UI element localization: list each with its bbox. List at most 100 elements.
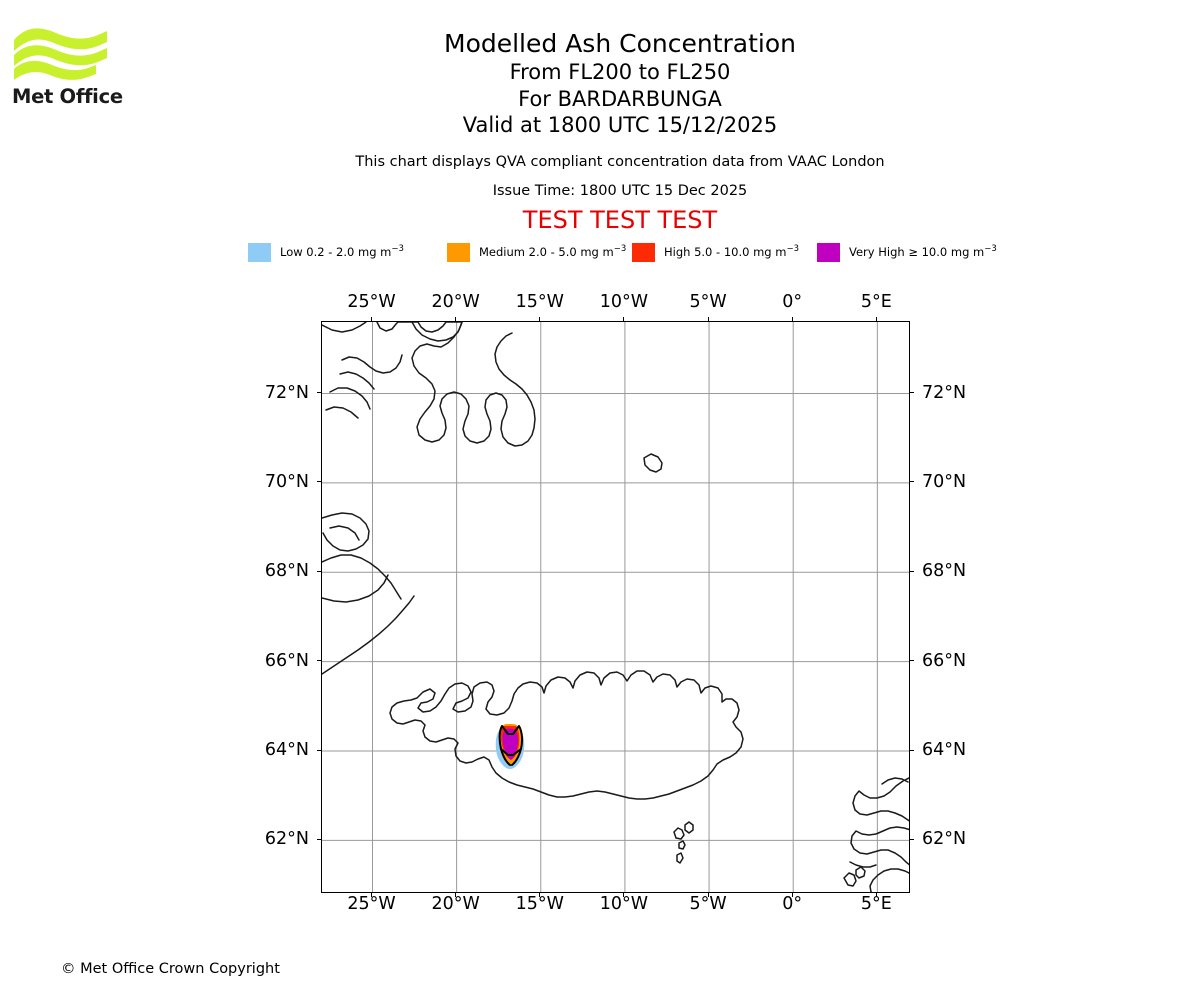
faroe-island-4 xyxy=(676,852,684,864)
lat-label-right-5: 62°N xyxy=(922,829,967,850)
iceland-coastline xyxy=(389,670,744,800)
greenland-south-bay xyxy=(322,574,389,603)
lon-tick-bottom-3 xyxy=(623,893,625,897)
ash-concentration-map[interactable] xyxy=(321,321,910,893)
lat-tick-left-0 xyxy=(317,392,321,393)
legend-item-very-high: Very High ≥ 10.0 mg m−3 xyxy=(817,241,997,263)
lon-label-bottom-3: 10°W xyxy=(599,894,649,914)
norway-coast-mid xyxy=(850,826,909,866)
legend-swatch-very-high xyxy=(817,242,840,262)
legend-item-low: Low 0.2 - 2.0 mg m−3 xyxy=(248,241,404,263)
legend-label-high: High 5.0 - 10.0 mg m−3 xyxy=(664,244,799,259)
lon-tick-top-3 xyxy=(623,317,625,321)
greenland-se-coast xyxy=(322,554,402,600)
met-office-logo: Met Office xyxy=(12,22,132,117)
legend-item-high: High 5.0 - 10.0 mg m−3 xyxy=(632,241,799,263)
greenland-fjord-4 xyxy=(325,406,359,419)
lat-tick-right-1 xyxy=(910,481,914,483)
lat-label-right-3: 66°N xyxy=(922,650,967,671)
lat-label-left-4: 64°N xyxy=(264,740,309,760)
norway-fjord-detail xyxy=(849,861,877,868)
title-valid-time: Valid at 1800 UTC 15/12/2025 xyxy=(462,113,778,137)
map-gridlines xyxy=(322,322,909,892)
lat-tick-left-4 xyxy=(317,749,321,751)
lat-tick-left-3 xyxy=(317,660,321,662)
norway-inland-detail xyxy=(881,777,909,785)
shetland-island xyxy=(843,872,857,887)
lon-label-top-0: 25°W xyxy=(347,292,396,312)
lon-label-bottom-4: 5°W xyxy=(689,894,727,914)
coastlines xyxy=(322,322,909,892)
legend-item-medium: Medium 2.0 - 5.0 mg m−3 xyxy=(447,241,626,263)
lon-label-bottom-1: 20°W xyxy=(431,894,480,914)
lat-tick-right-3 xyxy=(910,660,914,662)
concentration-legend: Low 0.2 - 2.0 mg m−3 Medium 2.0 - 5.0 mg… xyxy=(248,241,997,263)
lon-label-bottom-5: 0° xyxy=(782,894,803,914)
met-office-waves-logo xyxy=(12,22,112,84)
lon-label-bottom-2: 15°W xyxy=(515,894,564,914)
jan-mayen-island xyxy=(643,453,663,473)
legend-swatch-low xyxy=(248,242,271,262)
lon-tick-bottom-5 xyxy=(791,893,793,897)
lon-tick-top-5 xyxy=(791,317,793,321)
lon-tick-top-2 xyxy=(539,317,541,321)
lat-label-right-0: 72°N xyxy=(922,382,967,403)
greenland-fjord-1 xyxy=(341,354,403,374)
faroe-island-1 xyxy=(673,827,685,840)
lon-tick-top-6 xyxy=(875,317,877,321)
greenland-north-edge xyxy=(322,322,367,333)
greenland-east-coast xyxy=(376,322,536,447)
lon-tick-bottom-2 xyxy=(539,893,541,897)
issue-time: Issue Time: 1800 UTC 15 Dec 2025 xyxy=(492,182,748,199)
lon-tick-bottom-6 xyxy=(875,893,877,897)
greenland-southwest-coast xyxy=(322,595,415,675)
lat-tick-right-0 xyxy=(910,392,914,393)
plume-contour-top xyxy=(501,725,520,735)
lat-tick-right-5 xyxy=(910,838,914,840)
legend-swatch-medium xyxy=(447,242,470,262)
map-frame xyxy=(321,321,910,893)
lon-label-top-6: 5°E xyxy=(860,292,892,312)
lat-tick-left-5 xyxy=(317,838,321,840)
lon-label-bottom-0: 25°W xyxy=(347,894,396,914)
copyright-notice: © Met Office Crown Copyright xyxy=(61,961,280,977)
lat-tick-left-1 xyxy=(317,481,321,483)
greenland-north-bay xyxy=(411,322,463,342)
lat-label-left-3: 66°N xyxy=(264,650,309,671)
lon-label-top-3: 10°W xyxy=(599,292,649,312)
lon-tick-top-0 xyxy=(370,317,372,321)
shetland-island-north xyxy=(855,866,866,879)
qva-compliance-note: This chart displays QVA compliant concen… xyxy=(355,153,885,170)
faroe-island-3 xyxy=(678,840,686,850)
title-volcano: For BARDARBUNGA xyxy=(518,86,722,111)
norway-coast-south xyxy=(869,868,909,892)
legend-label-low: Low 0.2 - 2.0 mg m−3 xyxy=(280,244,404,259)
lon-tick-top-1 xyxy=(455,317,457,321)
map-canvas xyxy=(322,322,909,892)
lat-label-left-2: 68°N xyxy=(264,561,309,582)
met-office-logo-text: Met Office xyxy=(12,85,123,108)
lon-tick-top-4 xyxy=(707,317,709,321)
lon-label-top-1: 20°W xyxy=(431,292,480,312)
page-title: Modelled Ash Concentration xyxy=(444,29,796,58)
legend-label-medium: Medium 2.0 - 5.0 mg m−3 xyxy=(479,244,627,259)
faroe-island-2 xyxy=(684,821,694,834)
lat-tick-left-2 xyxy=(317,570,321,572)
lat-label-right-1: 70°N xyxy=(922,471,967,492)
lon-label-bottom-6: 5°E xyxy=(860,894,892,914)
lat-label-right-4: 64°N xyxy=(922,740,967,760)
title-flight-levels: From FL200 to FL250 xyxy=(509,60,731,84)
lon-tick-bottom-1 xyxy=(455,893,457,897)
lon-label-top-2: 15°W xyxy=(515,292,564,312)
ash-plume-contours xyxy=(495,724,525,769)
legend-swatch-high xyxy=(632,242,655,262)
plume-very-high-area xyxy=(502,728,519,760)
lon-tick-bottom-4 xyxy=(707,893,709,897)
lat-label-left-5: 62°N xyxy=(264,829,309,850)
legend-label-very-high: Very High ≥ 10.0 mg m−3 xyxy=(849,244,997,259)
lat-label-right-2: 68°N xyxy=(922,561,967,582)
greenland-fjord-2 xyxy=(339,371,375,390)
lat-label-left-1: 70°N xyxy=(264,471,309,492)
plume-contour-bottom xyxy=(500,748,522,756)
greenland-fjord-3 xyxy=(329,387,371,410)
